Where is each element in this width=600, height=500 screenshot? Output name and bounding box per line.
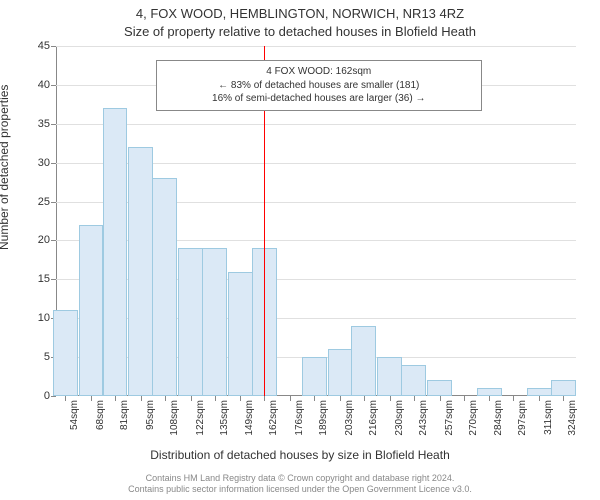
x-tick-label: 54sqm xyxy=(69,400,80,430)
histogram-bar xyxy=(427,380,452,396)
histogram-bar xyxy=(152,178,177,396)
grid-line xyxy=(56,124,576,125)
x-tick-mark xyxy=(191,396,192,401)
x-tick-mark xyxy=(141,396,142,401)
x-tick-mark xyxy=(563,396,564,401)
x-tick-label: 68sqm xyxy=(95,400,106,430)
histogram-bar xyxy=(401,365,426,396)
x-tick-mark xyxy=(489,396,490,401)
x-tick-mark xyxy=(91,396,92,401)
x-tick-label: 324sqm xyxy=(567,400,578,436)
x-tick-mark xyxy=(464,396,465,401)
x-axis-label: Distribution of detached houses by size … xyxy=(0,448,600,462)
x-tick-label: 81sqm xyxy=(119,400,130,430)
x-tick-mark xyxy=(264,396,265,401)
x-tick-label: 122sqm xyxy=(195,400,206,436)
chart-title: 4, FOX WOOD, HEMBLINGTON, NORWICH, NR13 … xyxy=(0,6,600,21)
histogram-bar xyxy=(377,357,402,396)
x-tick-mark xyxy=(539,396,540,401)
x-tick-label: 135sqm xyxy=(219,400,230,436)
x-tick-label: 189sqm xyxy=(318,400,329,436)
x-tick-label: 108sqm xyxy=(169,400,180,436)
histogram-bar xyxy=(328,349,353,396)
histogram-bar xyxy=(178,248,203,396)
x-tick-label: 257sqm xyxy=(444,400,455,436)
y-tick-label: 45 xyxy=(38,40,56,52)
y-tick-label: 15 xyxy=(38,273,56,285)
y-tick-label: 40 xyxy=(38,79,56,91)
x-tick-label: 311sqm xyxy=(543,400,554,435)
x-tick-mark xyxy=(440,396,441,401)
x-tick-mark xyxy=(240,396,241,401)
x-tick-mark xyxy=(414,396,415,401)
x-tick-mark xyxy=(115,396,116,401)
info-box-line-3: 16% of semi-detached houses are larger (… xyxy=(165,92,473,106)
y-tick-label: 30 xyxy=(38,157,56,169)
x-tick-label: 203sqm xyxy=(344,400,355,436)
x-tick-label: 176sqm xyxy=(294,400,305,436)
x-tick-label: 95sqm xyxy=(145,400,156,430)
histogram-bar xyxy=(128,147,153,396)
x-tick-mark xyxy=(390,396,391,401)
histogram-bar xyxy=(202,248,227,396)
grid-line xyxy=(56,46,576,47)
y-tick-label: 35 xyxy=(38,118,56,130)
histogram-bar xyxy=(79,225,104,396)
histogram-bar xyxy=(351,326,376,396)
x-tick-label: 162sqm xyxy=(268,400,279,436)
footer-line-1: Contains HM Land Registry data © Crown c… xyxy=(146,473,455,483)
footer-attribution: Contains HM Land Registry data © Crown c… xyxy=(0,473,600,496)
x-tick-label: 243sqm xyxy=(418,400,429,436)
plot-area: 05101520253035404554sqm68sqm81sqm95sqm10… xyxy=(56,46,576,396)
chart-container: 4, FOX WOOD, HEMBLINGTON, NORWICH, NR13 … xyxy=(0,0,600,500)
x-tick-mark xyxy=(165,396,166,401)
x-tick-label: 216sqm xyxy=(368,400,379,436)
y-axis-label: Number of detached properties xyxy=(0,85,11,250)
histogram-bar xyxy=(53,310,78,396)
x-tick-mark xyxy=(215,396,216,401)
histogram-bar xyxy=(477,388,502,396)
x-tick-mark xyxy=(340,396,341,401)
x-tick-label: 284sqm xyxy=(493,400,504,436)
histogram-bar xyxy=(302,357,327,396)
x-tick-mark xyxy=(314,396,315,401)
info-box: 4 FOX WOOD: 162sqm← 83% of detached hous… xyxy=(156,60,482,111)
histogram-bar xyxy=(103,108,128,396)
x-tick-label: 297sqm xyxy=(517,400,528,436)
info-box-line-1: 4 FOX WOOD: 162sqm xyxy=(165,65,473,79)
histogram-bar xyxy=(551,380,576,396)
x-tick-mark xyxy=(513,396,514,401)
x-tick-label: 270sqm xyxy=(468,400,479,436)
x-tick-mark xyxy=(290,396,291,401)
footer-line-2: Contains public sector information licen… xyxy=(128,484,472,494)
histogram-bar xyxy=(228,272,253,396)
y-tick-label: 20 xyxy=(38,234,56,246)
x-tick-mark xyxy=(65,396,66,401)
x-tick-mark xyxy=(364,396,365,401)
histogram-bar xyxy=(527,388,552,396)
chart-subtitle: Size of property relative to detached ho… xyxy=(0,24,600,39)
y-tick-label: 25 xyxy=(38,196,56,208)
x-tick-label: 230sqm xyxy=(394,400,405,436)
x-tick-label: 149sqm xyxy=(244,400,255,436)
info-box-line-2: ← 83% of detached houses are smaller (18… xyxy=(165,79,473,93)
